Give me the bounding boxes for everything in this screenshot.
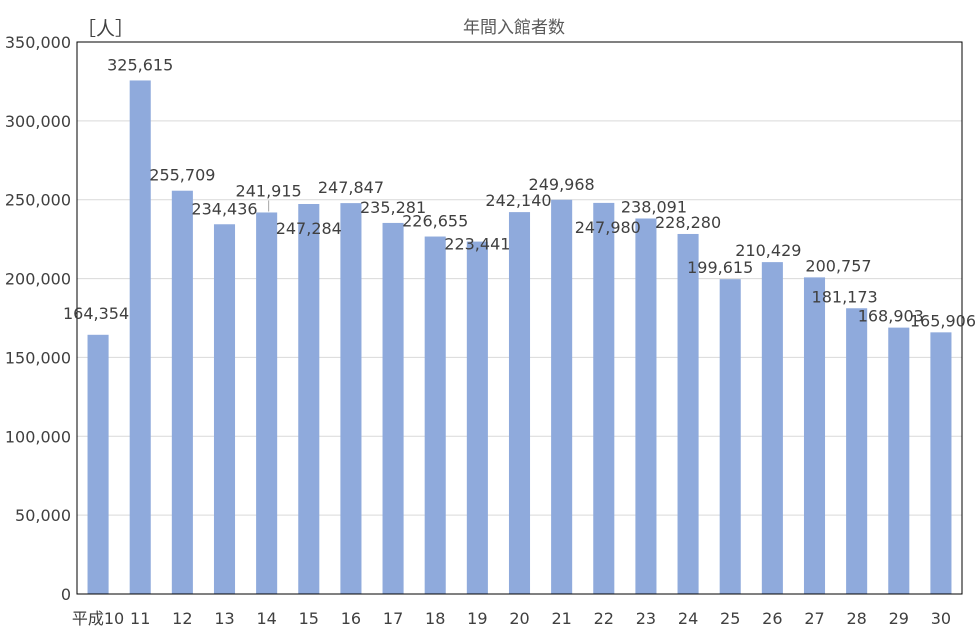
bar bbox=[719, 279, 741, 594]
bar bbox=[129, 80, 151, 595]
bar bbox=[340, 203, 362, 595]
data-label: 241,915 bbox=[236, 181, 302, 200]
bar bbox=[382, 222, 404, 594]
x-tick-label: 16 bbox=[341, 609, 361, 628]
x-tick-label: 18 bbox=[425, 609, 445, 628]
x-tick-labels: 平成10 11 12 13 14 15 16 17 18 19 20 21 22 23 24 25 26 27 28… bbox=[72, 609, 951, 628]
data-label: 235,281 bbox=[360, 198, 426, 217]
bar bbox=[930, 332, 952, 594]
x-tick-label: 24 bbox=[678, 609, 698, 628]
x-tick-label: 27 bbox=[804, 609, 824, 628]
y-tick-label: 100,000 bbox=[5, 427, 71, 446]
bar bbox=[593, 202, 615, 594]
bar bbox=[508, 212, 531, 594]
x-tick-label: 20 bbox=[509, 609, 529, 628]
data-label: 234,436 bbox=[191, 199, 257, 218]
data-label: 249,968 bbox=[529, 175, 595, 194]
y-tick-label: 50,000 bbox=[15, 506, 71, 525]
y-axis-unit-label: ［人］ bbox=[77, 18, 134, 40]
y-tick-label: 200,000 bbox=[5, 270, 71, 289]
data-label: 223,441 bbox=[444, 235, 510, 254]
x-tick-label: 30 bbox=[931, 609, 951, 628]
x-tick-label: 22 bbox=[594, 609, 614, 628]
data-label: 242,140 bbox=[485, 191, 551, 210]
x-tick-label: 15 bbox=[299, 609, 319, 628]
x-tick-label: 28 bbox=[846, 609, 866, 628]
y-tick-label: 300,000 bbox=[5, 112, 71, 131]
data-label: 247,980 bbox=[575, 218, 641, 237]
x-tick-label: 17 bbox=[383, 609, 403, 628]
data-label: 247,847 bbox=[318, 178, 384, 197]
data-label: 164,354 bbox=[63, 304, 129, 323]
x-tick-label: 26 bbox=[762, 609, 782, 628]
x-tick-label: 平成10 bbox=[72, 609, 124, 628]
x-tick-label: 19 bbox=[467, 609, 487, 628]
x-tick-label: 25 bbox=[720, 609, 740, 628]
x-tick-label: 29 bbox=[889, 609, 909, 628]
bar bbox=[171, 190, 193, 594]
bar bbox=[846, 308, 868, 594]
x-tick-label: 21 bbox=[551, 609, 571, 628]
data-label: 247,284 bbox=[276, 219, 342, 238]
data-label: 168,903 bbox=[858, 307, 924, 326]
bar bbox=[424, 236, 446, 594]
data-label: 226,655 bbox=[402, 212, 468, 231]
bar bbox=[635, 218, 657, 595]
bar bbox=[803, 277, 826, 594]
data-label: 181,173 bbox=[812, 287, 878, 306]
y-tick-label: 0 bbox=[61, 585, 71, 604]
bars bbox=[87, 80, 952, 595]
y-tick-label: 150,000 bbox=[5, 348, 71, 367]
x-tick-label: 23 bbox=[636, 609, 656, 628]
data-label: 210,429 bbox=[735, 241, 801, 260]
plot-area-border bbox=[76, 41, 963, 595]
data-label: 200,757 bbox=[805, 256, 871, 275]
y-tick-labels: 0 50,000 100,000 150,000 200,000 250,000 300,0… bbox=[5, 33, 71, 604]
data-label: 255,709 bbox=[149, 166, 215, 185]
x-tick-label: 13 bbox=[214, 609, 234, 628]
x-tick-label: 14 bbox=[256, 609, 276, 628]
y-tick-label: 250,000 bbox=[5, 191, 71, 210]
x-tick-label: 11 bbox=[130, 609, 150, 628]
bar bbox=[466, 241, 488, 594]
bar bbox=[298, 203, 320, 594]
bar bbox=[677, 233, 699, 594]
bar bbox=[888, 327, 910, 594]
bar bbox=[551, 199, 573, 594]
x-tick-label: 12 bbox=[172, 609, 192, 628]
bar bbox=[87, 334, 109, 594]
bar bbox=[761, 262, 783, 594]
data-label: 228,280 bbox=[655, 213, 721, 232]
bar bbox=[256, 212, 278, 594]
data-label: 325,615 bbox=[107, 55, 173, 74]
data-label: 165,906 bbox=[910, 311, 975, 330]
data-label: 238,091 bbox=[621, 197, 687, 216]
y-tick-label: 350,000 bbox=[5, 33, 71, 52]
chart-title: 年間入館者数 bbox=[463, 18, 565, 38]
data-label: 199,615 bbox=[687, 258, 753, 277]
bar bbox=[213, 224, 236, 595]
axes bbox=[76, 41, 963, 595]
